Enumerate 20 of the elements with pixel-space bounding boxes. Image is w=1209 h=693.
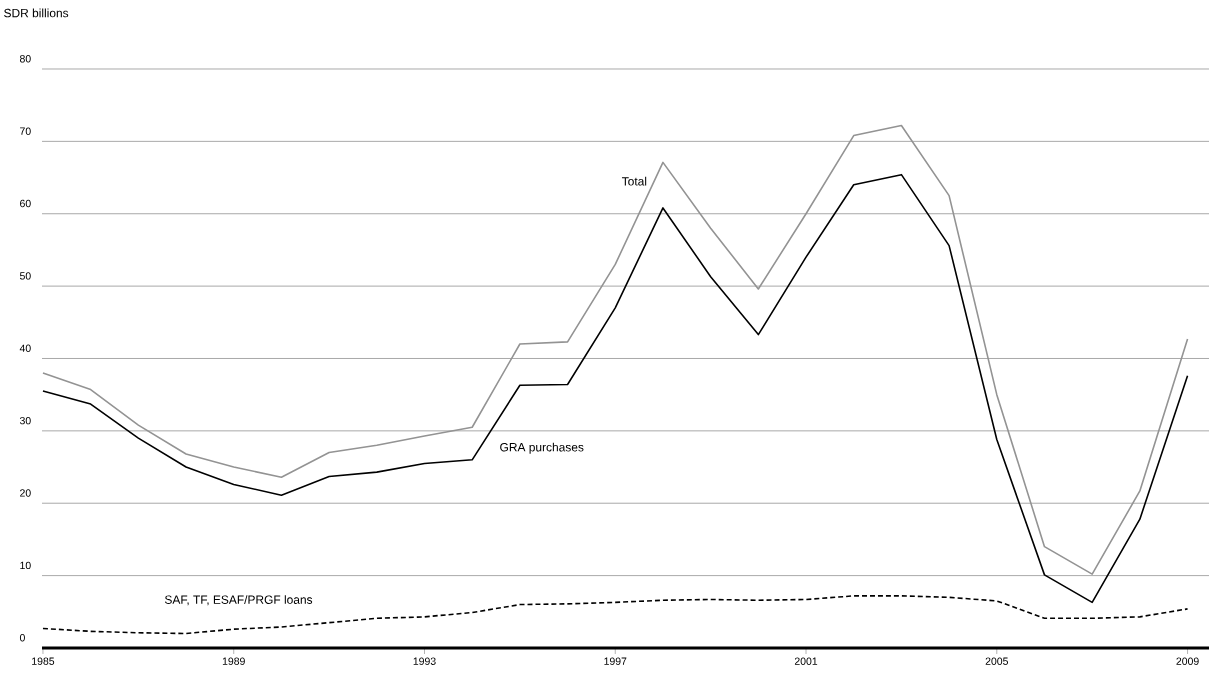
x-tick-label: 1997 <box>604 657 627 665</box>
y-tick-label: 60 <box>20 199 31 208</box>
x-tick-label: 2001 <box>794 657 818 665</box>
y-tick-label: 10 <box>20 561 31 570</box>
y-tick-label: 20 <box>20 489 31 497</box>
x-tick-label: 1993 <box>413 657 436 665</box>
series-label: SAF, TF, ESAF/PRGF loans <box>164 595 313 606</box>
y-tick-label: 0 <box>19 634 25 642</box>
series-label: Total <box>621 176 647 186</box>
y-tick-label: 70 <box>20 127 31 135</box>
y-tick-label: 80 <box>19 55 31 63</box>
y-tick-label: 30 <box>19 416 31 425</box>
x-tick-label: 1985 <box>32 657 55 665</box>
series-label: GRA purchases <box>500 442 584 454</box>
y-tick-label: 50 <box>19 272 31 280</box>
x-tick-label: 2005 <box>985 657 1008 665</box>
x-tick-label: 2009 <box>1176 657 1199 665</box>
y-tick-label: 40 <box>19 344 31 352</box>
x-tick-label: 1989 <box>222 657 245 665</box>
y-axis-title: SDR billions <box>4 8 69 18</box>
